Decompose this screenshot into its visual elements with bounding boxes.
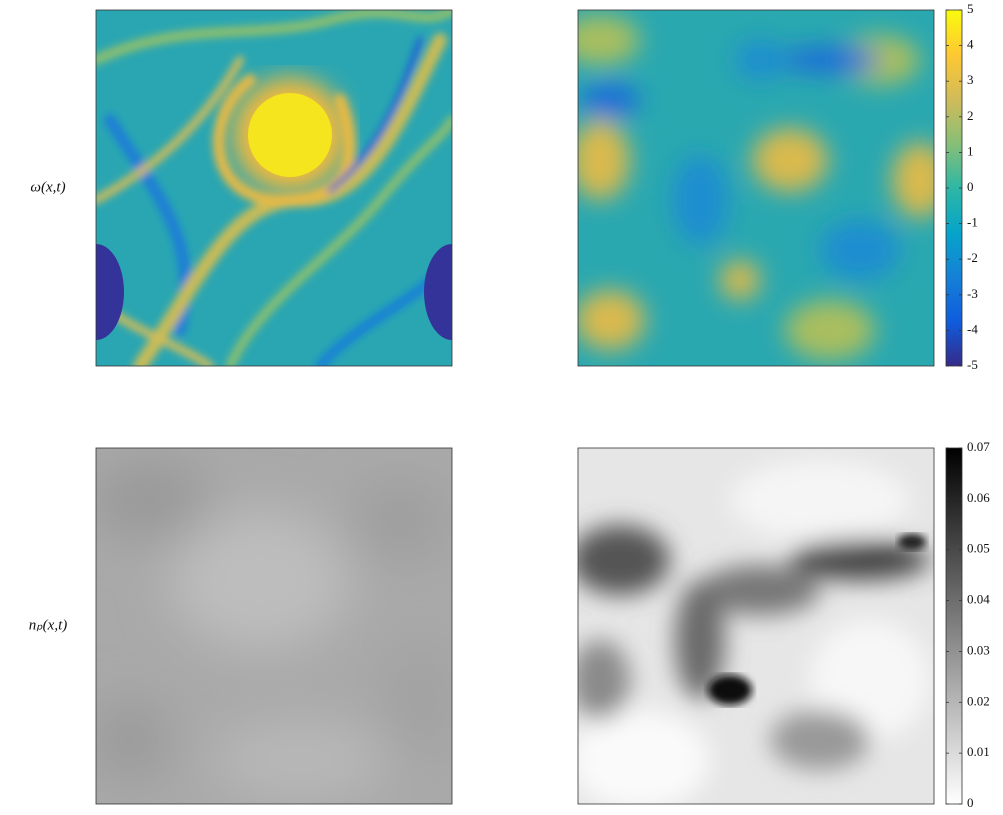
colorbar-tick-label: 0	[967, 179, 974, 194]
colorbar-tick-label: 0.02	[967, 693, 990, 708]
colorbar-tick-label: -2	[967, 250, 978, 265]
density-field-left	[96, 448, 452, 804]
panel-frame	[95, 447, 453, 805]
colorbar-tick-label: 4	[967, 37, 974, 52]
panel-frame	[95, 9, 453, 367]
colorbar-tick-label: 0.07	[967, 439, 990, 454]
vorticity-field-right	[578, 10, 934, 366]
panel-frame	[577, 9, 935, 367]
colorbar-tick-label: 2	[967, 108, 974, 123]
colorbar-tick-label: 0	[967, 795, 974, 810]
colorbar-tick-label: 1	[967, 143, 974, 158]
colorbar-tick-label: 0.03	[967, 642, 990, 657]
colorbar-tick-label: 0.06	[967, 490, 990, 505]
colorbar-tick-label: 3	[967, 72, 974, 87]
colorbar	[945, 447, 963, 805]
row-label: ω(x,t)	[30, 179, 65, 195]
colorbar-tick-label: -1	[967, 215, 978, 230]
vorticity-field-left	[96, 10, 452, 366]
panel-frame	[577, 447, 935, 805]
colorbar-tick-label: 0.05	[967, 541, 990, 556]
colorbar-tick-label: 0.04	[967, 592, 990, 607]
colorbar-tick-label: 5	[967, 1, 974, 16]
colorbar-tick-label: -3	[967, 286, 978, 301]
colorbar-tick-label: -4	[967, 321, 978, 336]
colorbar-tick-label: -5	[967, 357, 978, 372]
density-field-right	[578, 448, 934, 804]
row-label: nₚ(x,t)	[29, 617, 68, 633]
colorbar-tick-label: 0.01	[967, 744, 990, 759]
